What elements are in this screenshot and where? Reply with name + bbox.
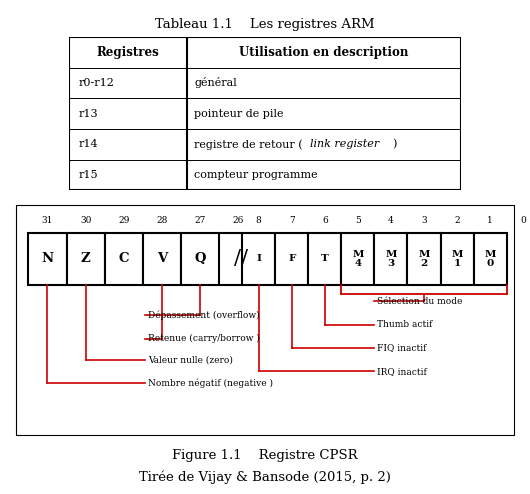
Text: Utilisation en description: Utilisation en description xyxy=(239,46,409,59)
Text: M
1: M 1 xyxy=(452,249,463,268)
Bar xyxy=(105,233,143,285)
Text: 7: 7 xyxy=(289,216,295,225)
Text: Valeur nulle (zero): Valeur nulle (zero) xyxy=(148,355,233,364)
Text: ): ) xyxy=(392,139,397,149)
Text: r15: r15 xyxy=(79,170,99,180)
Text: Dépassement (overflow): Dépassement (overflow) xyxy=(148,310,260,320)
Text: compteur programme: compteur programme xyxy=(195,170,318,180)
Text: C: C xyxy=(119,252,129,265)
Bar xyxy=(474,233,507,285)
Text: M
3: M 3 xyxy=(385,249,396,268)
Text: M
2: M 2 xyxy=(418,249,430,268)
Text: r14: r14 xyxy=(79,139,99,149)
Bar xyxy=(242,233,275,285)
Bar xyxy=(440,233,474,285)
Text: r0-r12: r0-r12 xyxy=(79,78,114,88)
Text: 28: 28 xyxy=(156,216,167,225)
Text: Tirée de Vijay & Bansode (2015, p. 2): Tirée de Vijay & Bansode (2015, p. 2) xyxy=(139,470,391,484)
Text: Thumb actif: Thumb actif xyxy=(377,320,432,329)
Text: Sélection du mode: Sélection du mode xyxy=(377,296,462,306)
Text: //: // xyxy=(234,249,248,268)
Text: Figure 1.1    Registre CPSR: Figure 1.1 Registre CPSR xyxy=(172,450,358,462)
Text: 6: 6 xyxy=(322,216,328,225)
Bar xyxy=(67,233,105,285)
Text: M
4: M 4 xyxy=(352,249,364,268)
Text: r13: r13 xyxy=(79,109,99,119)
Bar xyxy=(275,233,308,285)
Text: 31: 31 xyxy=(42,216,53,225)
Text: 1: 1 xyxy=(487,216,493,225)
Text: général: général xyxy=(195,78,237,88)
Text: M
0: M 0 xyxy=(484,249,496,268)
Text: 5: 5 xyxy=(355,216,361,225)
Text: 26: 26 xyxy=(233,216,244,225)
Text: Q: Q xyxy=(195,252,206,265)
Bar xyxy=(143,233,181,285)
Text: I: I xyxy=(256,254,261,263)
Text: F: F xyxy=(288,254,295,263)
Text: Tableau 1.1    Les registres ARM: Tableau 1.1 Les registres ARM xyxy=(155,18,375,31)
Text: 8: 8 xyxy=(256,216,261,225)
Text: 3: 3 xyxy=(421,216,427,225)
Text: 30: 30 xyxy=(80,216,91,225)
Text: IRQ inactif: IRQ inactif xyxy=(377,367,427,376)
Text: 4: 4 xyxy=(388,216,394,225)
Text: N: N xyxy=(41,252,54,265)
Text: V: V xyxy=(157,252,167,265)
Text: 0: 0 xyxy=(520,216,526,225)
Text: FIQ inactif: FIQ inactif xyxy=(377,343,426,353)
Text: Retenue (carry/borrow ): Retenue (carry/borrow ) xyxy=(148,334,260,343)
Text: registre de retour (: registre de retour ( xyxy=(195,139,303,150)
Text: Registres: Registres xyxy=(96,46,159,59)
Bar xyxy=(341,233,374,285)
Bar xyxy=(29,233,67,285)
Bar xyxy=(408,233,440,285)
Text: 2: 2 xyxy=(454,216,460,225)
Text: pointeur de pile: pointeur de pile xyxy=(195,109,284,119)
Text: 29: 29 xyxy=(118,216,129,225)
Text: Z: Z xyxy=(81,252,91,265)
Text: link register: link register xyxy=(310,139,379,149)
Text: 27: 27 xyxy=(195,216,206,225)
Bar xyxy=(374,233,408,285)
Text: Nombre négatif (negative ): Nombre négatif (negative ) xyxy=(148,378,273,388)
Bar xyxy=(308,233,341,285)
Text: T: T xyxy=(321,254,329,263)
Bar xyxy=(181,233,219,285)
